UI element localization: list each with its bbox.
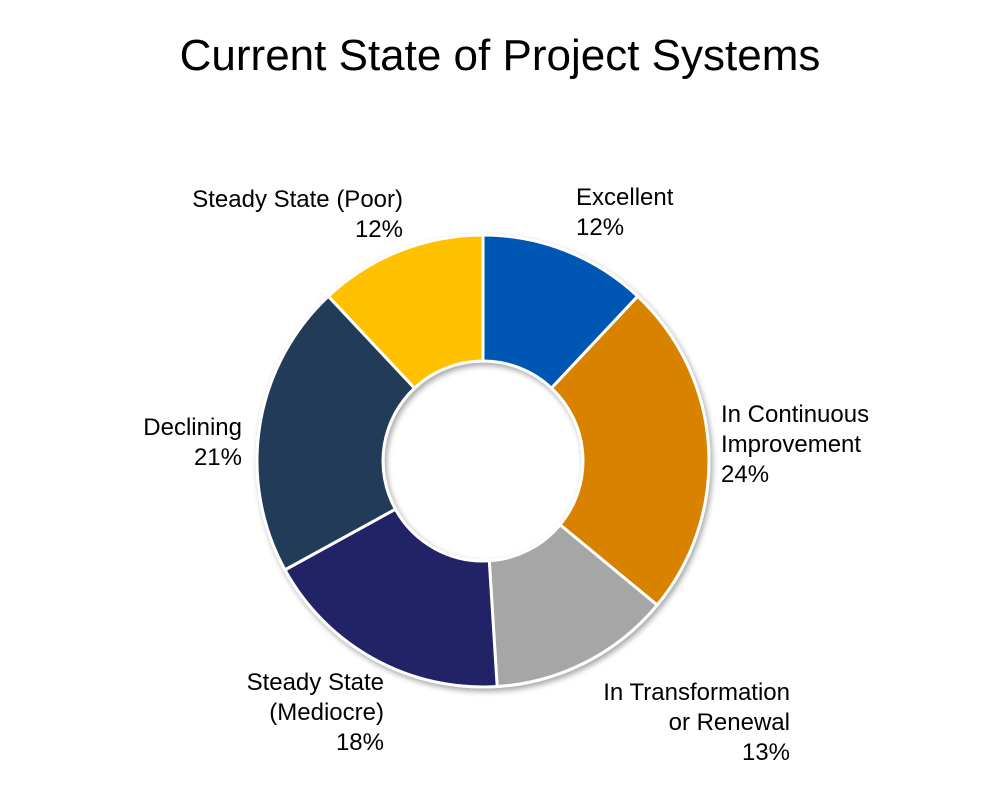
slice-name-line: In Continuous — [721, 401, 870, 428]
slice-name-line: Steady State — [246, 669, 384, 696]
slice-declining — [255, 294, 417, 572]
slice-name-line: Improvement — [721, 431, 862, 458]
slice-label-declining: Declining 21% — [143, 413, 242, 473]
slice-name-line: In Transformation — [603, 679, 790, 706]
slice-label-in-transformation-or-renewal: In Transformation or Renewal 13% — [603, 678, 790, 768]
slice-value-label: 13% — [741, 739, 790, 766]
slice-name-line: Steady State (Poor) — [192, 186, 403, 213]
slice-in-transformation-or-renewal — [487, 523, 659, 689]
slice-label-excellent: Excellent 12% — [576, 183, 673, 243]
slice-name-line: Declining — [143, 414, 242, 441]
slice-value-label: 12% — [354, 216, 403, 243]
slice-value-label: 21% — [193, 444, 242, 471]
slice-label-steady-state-poor: Steady State (Poor) 12% — [192, 185, 403, 245]
slice-value-label: 24% — [721, 461, 770, 488]
slice-in-continuous-improvement — [549, 294, 711, 607]
slice-name-line: Excellent — [576, 184, 674, 211]
slice-name-line: or Renewal — [668, 709, 790, 736]
chart-title: Current State of Project Systems — [179, 31, 821, 80]
slice-steady-state-mediocre — [283, 507, 499, 689]
slice-value-label: 18% — [335, 729, 384, 756]
slice-label-steady-state-mediocre: Steady State (Mediocre) 18% — [247, 668, 384, 758]
slice-label-in-continuous-improvement: In Continuous Improvement 24% — [721, 400, 869, 490]
slice-name-line: (Mediocre) — [269, 699, 384, 726]
slice-steady-state-poor — [326, 233, 485, 390]
slice-value-label: 12% — [576, 214, 625, 241]
